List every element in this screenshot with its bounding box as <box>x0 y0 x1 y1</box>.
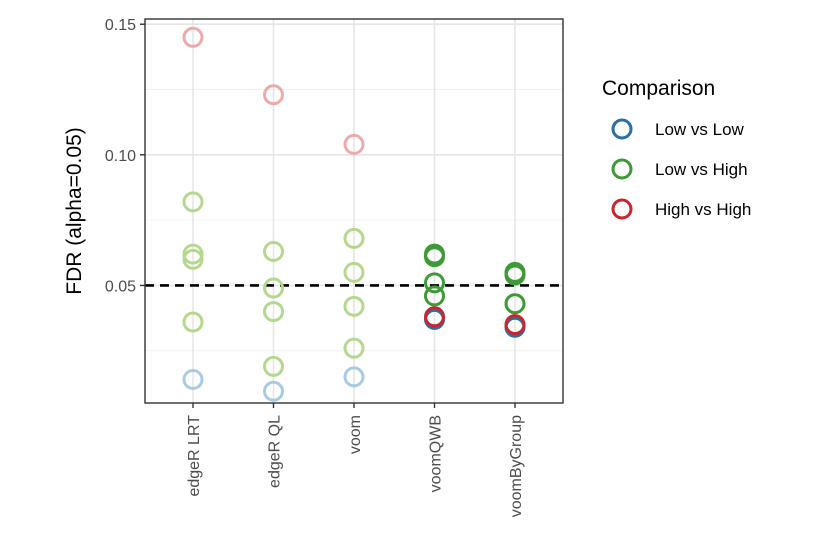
y-tick-label: 0.15 <box>105 17 136 34</box>
grid-lines <box>145 19 563 403</box>
point-low-vs-high <box>263 301 284 323</box>
point-low-vs-high <box>263 277 284 299</box>
point-low-vs-high <box>263 240 284 262</box>
point-high-vs-high <box>343 133 365 155</box>
y-tick-label: 0.05 <box>105 278 136 295</box>
x-tick-label: voomByGroup <box>508 415 525 517</box>
legend-label: Low vs High <box>655 160 748 179</box>
point-low-vs-high <box>343 295 365 317</box>
y-axis-title: FDR (alpha=0.05) <box>63 127 86 295</box>
point-low-vs-high <box>504 293 526 315</box>
legend: Comparison Low vs Low Low vs High High vs … <box>602 77 751 220</box>
point-low-vs-high <box>504 264 526 286</box>
x-tick-label: edgeR QL <box>267 415 284 488</box>
point-high-vs-high <box>263 84 284 106</box>
point-high-vs-high <box>424 306 445 328</box>
point-high-vs-high <box>182 26 204 48</box>
point-low-vs-high <box>424 285 445 307</box>
legend-title: Comparison <box>602 77 715 100</box>
point-low-vs-high <box>263 355 284 377</box>
point-low-vs-low <box>263 380 284 402</box>
legend-key <box>611 158 633 180</box>
point-low-vs-high <box>343 227 365 249</box>
x-tick-label: edgeR LRT <box>186 415 203 497</box>
point-low-vs-high <box>182 311 204 333</box>
y-tick-label: 0.10 <box>105 148 136 165</box>
y-axis: 0.05 0.10 0.15 <box>105 17 145 295</box>
point-high-vs-high <box>504 314 526 336</box>
legend-label: Low vs Low <box>655 120 745 139</box>
point-low-vs-low <box>343 366 365 388</box>
legend-key <box>611 198 633 220</box>
x-tick-label: voomQWB <box>428 415 445 492</box>
x-tick-label: voom <box>347 415 364 454</box>
point-low-vs-high <box>424 246 445 268</box>
legend-key <box>611 118 633 140</box>
x-axis: edgeR LRT edgeR QL voom voomQWB voomByGroup <box>186 403 525 517</box>
point-low-vs-high <box>182 191 204 213</box>
point-low-vs-high <box>343 337 365 359</box>
point-low-vs-high <box>182 248 204 270</box>
point-low-vs-high <box>343 261 365 283</box>
legend-label: High vs High <box>655 200 751 219</box>
point-low-vs-high <box>424 272 445 294</box>
point-low-vs-low <box>182 368 204 390</box>
data-points <box>182 26 526 402</box>
